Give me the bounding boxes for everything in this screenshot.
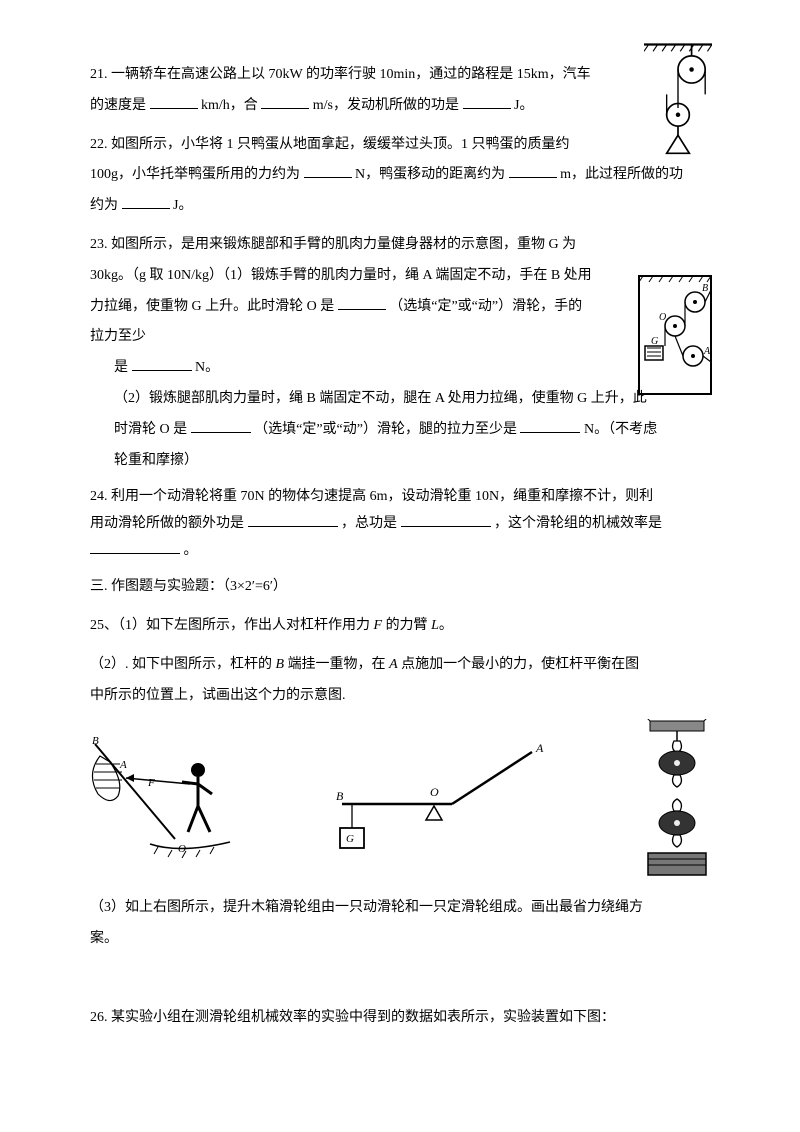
q25-L: L xyxy=(431,618,439,633)
q25-p2c: 点施加一个最小的力，使杠杆平衡在图 xyxy=(398,657,640,672)
q23-unit1: N。 xyxy=(195,360,219,375)
sec3-title: 三. 作图题与实验题：（3×2′=6′） xyxy=(90,579,287,594)
q23-text6: （2）锻炼腿部肌肉力量时，绳 B 端固定不动，腿在 A 处用力拉绳，使重物 G … xyxy=(114,391,647,406)
q25-p1b: 的力臂 xyxy=(382,618,431,633)
q24-blank-3[interactable] xyxy=(90,540,180,554)
q25-p2b: 端挂一重物，在 xyxy=(284,657,389,672)
q22-text3: 约为 xyxy=(90,198,122,213)
q23-blank-1[interactable] xyxy=(338,296,386,310)
q23-text7: 时滑轮 O 是 xyxy=(114,422,191,437)
q26-text: 26. 某实验小组在测滑轮组机械效率的实验中得到的数据如表所示，实验装置如下图： xyxy=(90,1010,615,1025)
q23-text4: 拉力至少 xyxy=(90,329,146,344)
label-B: B xyxy=(702,283,708,294)
q22-blank-1[interactable] xyxy=(304,164,352,178)
q22-unit2: m，此过程所做的功 xyxy=(560,167,683,182)
figure-q21-pulley xyxy=(644,40,712,160)
q24-text2: 用动滑轮所做的额外功是 xyxy=(90,516,244,531)
question-22: 22. 如图所示，小华将 1 只鸭蛋从地面拿起，缓缓举过头顶。1 只鸭蛋的质量约… xyxy=(90,130,720,222)
q24-blank-2[interactable] xyxy=(401,513,491,527)
pulley-block-figure xyxy=(634,719,720,879)
q25-p3: （3）如上右图所示，提升木箱滑轮组由一只动滑轮和一只定滑轮组成。画出最省力绕绳方 xyxy=(90,900,643,915)
exercise-apparatus-icon: B O G A xyxy=(635,270,715,400)
q21-blank-3[interactable] xyxy=(463,95,511,109)
q25-p2a: （2）. 如下中图所示，杠杆的 xyxy=(90,657,276,672)
q21-unit1: km/h，合 xyxy=(201,98,261,113)
q25-F: F xyxy=(374,618,383,633)
pulley-diagram-icon xyxy=(644,40,712,165)
lever-person-figure: B A F O xyxy=(90,734,240,864)
q22-blank-3[interactable] xyxy=(122,195,170,209)
svg-text:B: B xyxy=(336,789,344,803)
figure-q23-apparatus: B O G A xyxy=(635,270,715,400)
svg-text:F: F xyxy=(147,777,155,789)
question-23: 23. 如图所示，是用来锻炼腿部和手臂的肌肉力量健身器材的示意图，重物 G 为 … xyxy=(90,230,720,476)
label-O: O xyxy=(659,312,666,323)
q23-blank-2[interactable] xyxy=(132,357,192,371)
q21-text2: 的速度是 xyxy=(90,98,150,113)
q23-blank-4[interactable] xyxy=(520,419,580,433)
question-25-part2: （2）. 如下中图所示，杠杆的 B 端挂一重物，在 A 点施加一个最小的力，使杠… xyxy=(90,650,720,712)
q21-text1: 21. 一辆轿车在高速公路上以 70kW 的功率行驶 10min，通过的路程是 … xyxy=(90,67,591,82)
section-3-title: 三. 作图题与实验题：（3×2′=6′） xyxy=(90,572,720,603)
question-24: 24. 利用一个动滑轮将重 70N 的物体匀速提高 6m，设动滑轮重 10N，绳… xyxy=(90,484,720,564)
q24-text4: ，这个滑轮组的机械效率是 xyxy=(494,516,662,531)
q21-unit3: J。 xyxy=(514,98,533,113)
q21-blank-1[interactable] xyxy=(150,95,198,109)
spacer xyxy=(90,963,720,1003)
q25-A: A xyxy=(389,657,398,672)
q25-p1a: 25、（1）如下左图所示，作出人对杠杆作用力 xyxy=(90,618,374,633)
question-25-part1: 25、（1）如下左图所示，作出人对杠杆作用力 F 的力臂 L。 xyxy=(90,611,720,642)
q23-text1: 23. 如图所示，是用来锻炼腿部和手臂的肌肉力量健身器材的示意图，重物 G 为 xyxy=(90,237,576,252)
q23-text5: 是 xyxy=(114,360,132,375)
q23-blank-3[interactable] xyxy=(191,419,251,433)
q21-blank-2[interactable] xyxy=(261,95,309,109)
q23-text2: 30kg。（g 取 10N/kg）（1）锻炼手臂的肌肉力量时，绳 A 端固定不动… xyxy=(90,268,592,283)
svg-text:G: G xyxy=(346,833,354,845)
q24-text1: 24. 利用一个动滑轮将重 70N 的物体匀速提高 6m，设动滑轮重 10N，绳… xyxy=(90,489,653,504)
q25-B: B xyxy=(276,657,285,672)
q25-p3b: 案。 xyxy=(90,931,118,946)
q22-text1: 22. 如图所示，小华将 1 只鸭蛋从地面拿起，缓缓举过头顶。1 只鸭蛋的质量约 xyxy=(90,137,570,152)
q24-text5: 。 xyxy=(184,543,198,558)
svg-text:O: O xyxy=(430,785,439,799)
q21-unit2: m/s，发动机所做的功是 xyxy=(313,98,463,113)
q23-text8: 轮重和摩擦） xyxy=(114,453,198,468)
q25-p1c: 。 xyxy=(439,618,453,633)
q23-hint2: （选填“定”或“动”）滑轮，腿的拉力至少是 xyxy=(254,422,520,437)
q24-blank-1[interactable] xyxy=(248,513,338,527)
q25-p2d: 中所示的位置上，试画出这个力的示意图. xyxy=(90,688,346,703)
lever-BOA-figure: B O A G xyxy=(322,734,552,864)
figure-row-q25: B A F O B O A G xyxy=(90,719,720,879)
q23-text3: 力拉绳，使重物 G 上升。此时滑轮 O 是 xyxy=(90,299,338,314)
svg-text:A: A xyxy=(119,759,127,771)
svg-text:B: B xyxy=(92,735,99,747)
svg-text:A: A xyxy=(535,741,544,755)
q23-unit2: N。（不考虑 xyxy=(584,422,657,437)
q23-hint1: （选填“定”或“动”）滑轮，手的 xyxy=(389,299,582,314)
label-A: A xyxy=(703,346,711,357)
q22-unit3: J。 xyxy=(173,198,192,213)
question-21: 21. 一辆轿车在高速公路上以 70kW 的功率行驶 10min，通过的路程是 … xyxy=(90,60,720,122)
q22-blank-2[interactable] xyxy=(509,164,557,178)
q24-text3: ，总功是 xyxy=(341,516,397,531)
question-26: 26. 某实验小组在测滑轮组机械效率的实验中得到的数据如表所示，实验装置如下图： xyxy=(90,1003,720,1034)
q22-unit1: N，鸭蛋移动的距离约为 xyxy=(355,167,509,182)
question-25-part3: （3）如上右图所示，提升木箱滑轮组由一只动滑轮和一只定滑轮组成。画出最省力绕绳方… xyxy=(90,893,720,955)
q22-text2: 100g，小华托举鸭蛋所用的力约为 xyxy=(90,167,304,182)
